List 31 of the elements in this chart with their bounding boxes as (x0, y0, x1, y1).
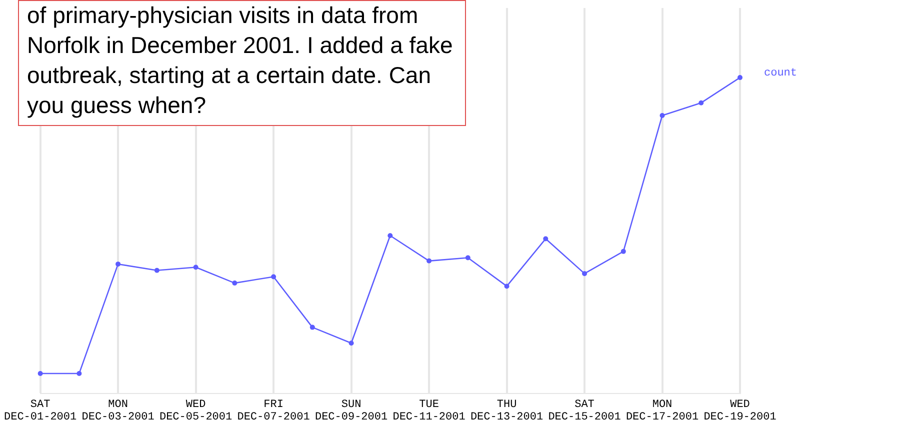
x-tick-label: SAT DEC-15-2001 (548, 398, 622, 424)
point (154, 268, 160, 273)
x-tick-label: MON DEC-17-2001 (626, 398, 699, 424)
x-tick-label: FRI DEC-07-2001 (237, 398, 310, 424)
point (193, 264, 198, 270)
annotation: of primary-physician visits in data from Norfolk in December 2001. I added a fake outbreak, starting at a certain date. Can you guess when? (27, 1, 454, 120)
series-label: count (764, 67, 798, 80)
point (426, 258, 432, 264)
point (543, 236, 548, 242)
point (465, 255, 470, 260)
point (348, 340, 354, 346)
point (660, 112, 665, 118)
point (620, 248, 626, 254)
x-tick-label: WED DEC-05-2001 (159, 398, 232, 424)
x-tick-label: TUE DEC-11-2001 (392, 398, 466, 424)
x-tick-label: THU DEC-13-2001 (470, 398, 544, 424)
point (582, 271, 588, 276)
point (38, 370, 43, 376)
x-tick-label: SUN DEC-09-2001 (314, 398, 388, 424)
point (116, 262, 121, 267)
x-tick-label: MON DEC-03-2001 (82, 398, 155, 424)
point (388, 233, 393, 238)
x-tick-label: WED DEC-19-2001 (704, 398, 777, 424)
x-tick-label: SAT DEC-01-2001 (4, 398, 78, 424)
point (76, 370, 82, 376)
point (698, 100, 704, 106)
point (271, 274, 276, 280)
point (738, 75, 742, 80)
point (504, 284, 510, 289)
point (310, 324, 315, 330)
point (232, 280, 238, 286)
